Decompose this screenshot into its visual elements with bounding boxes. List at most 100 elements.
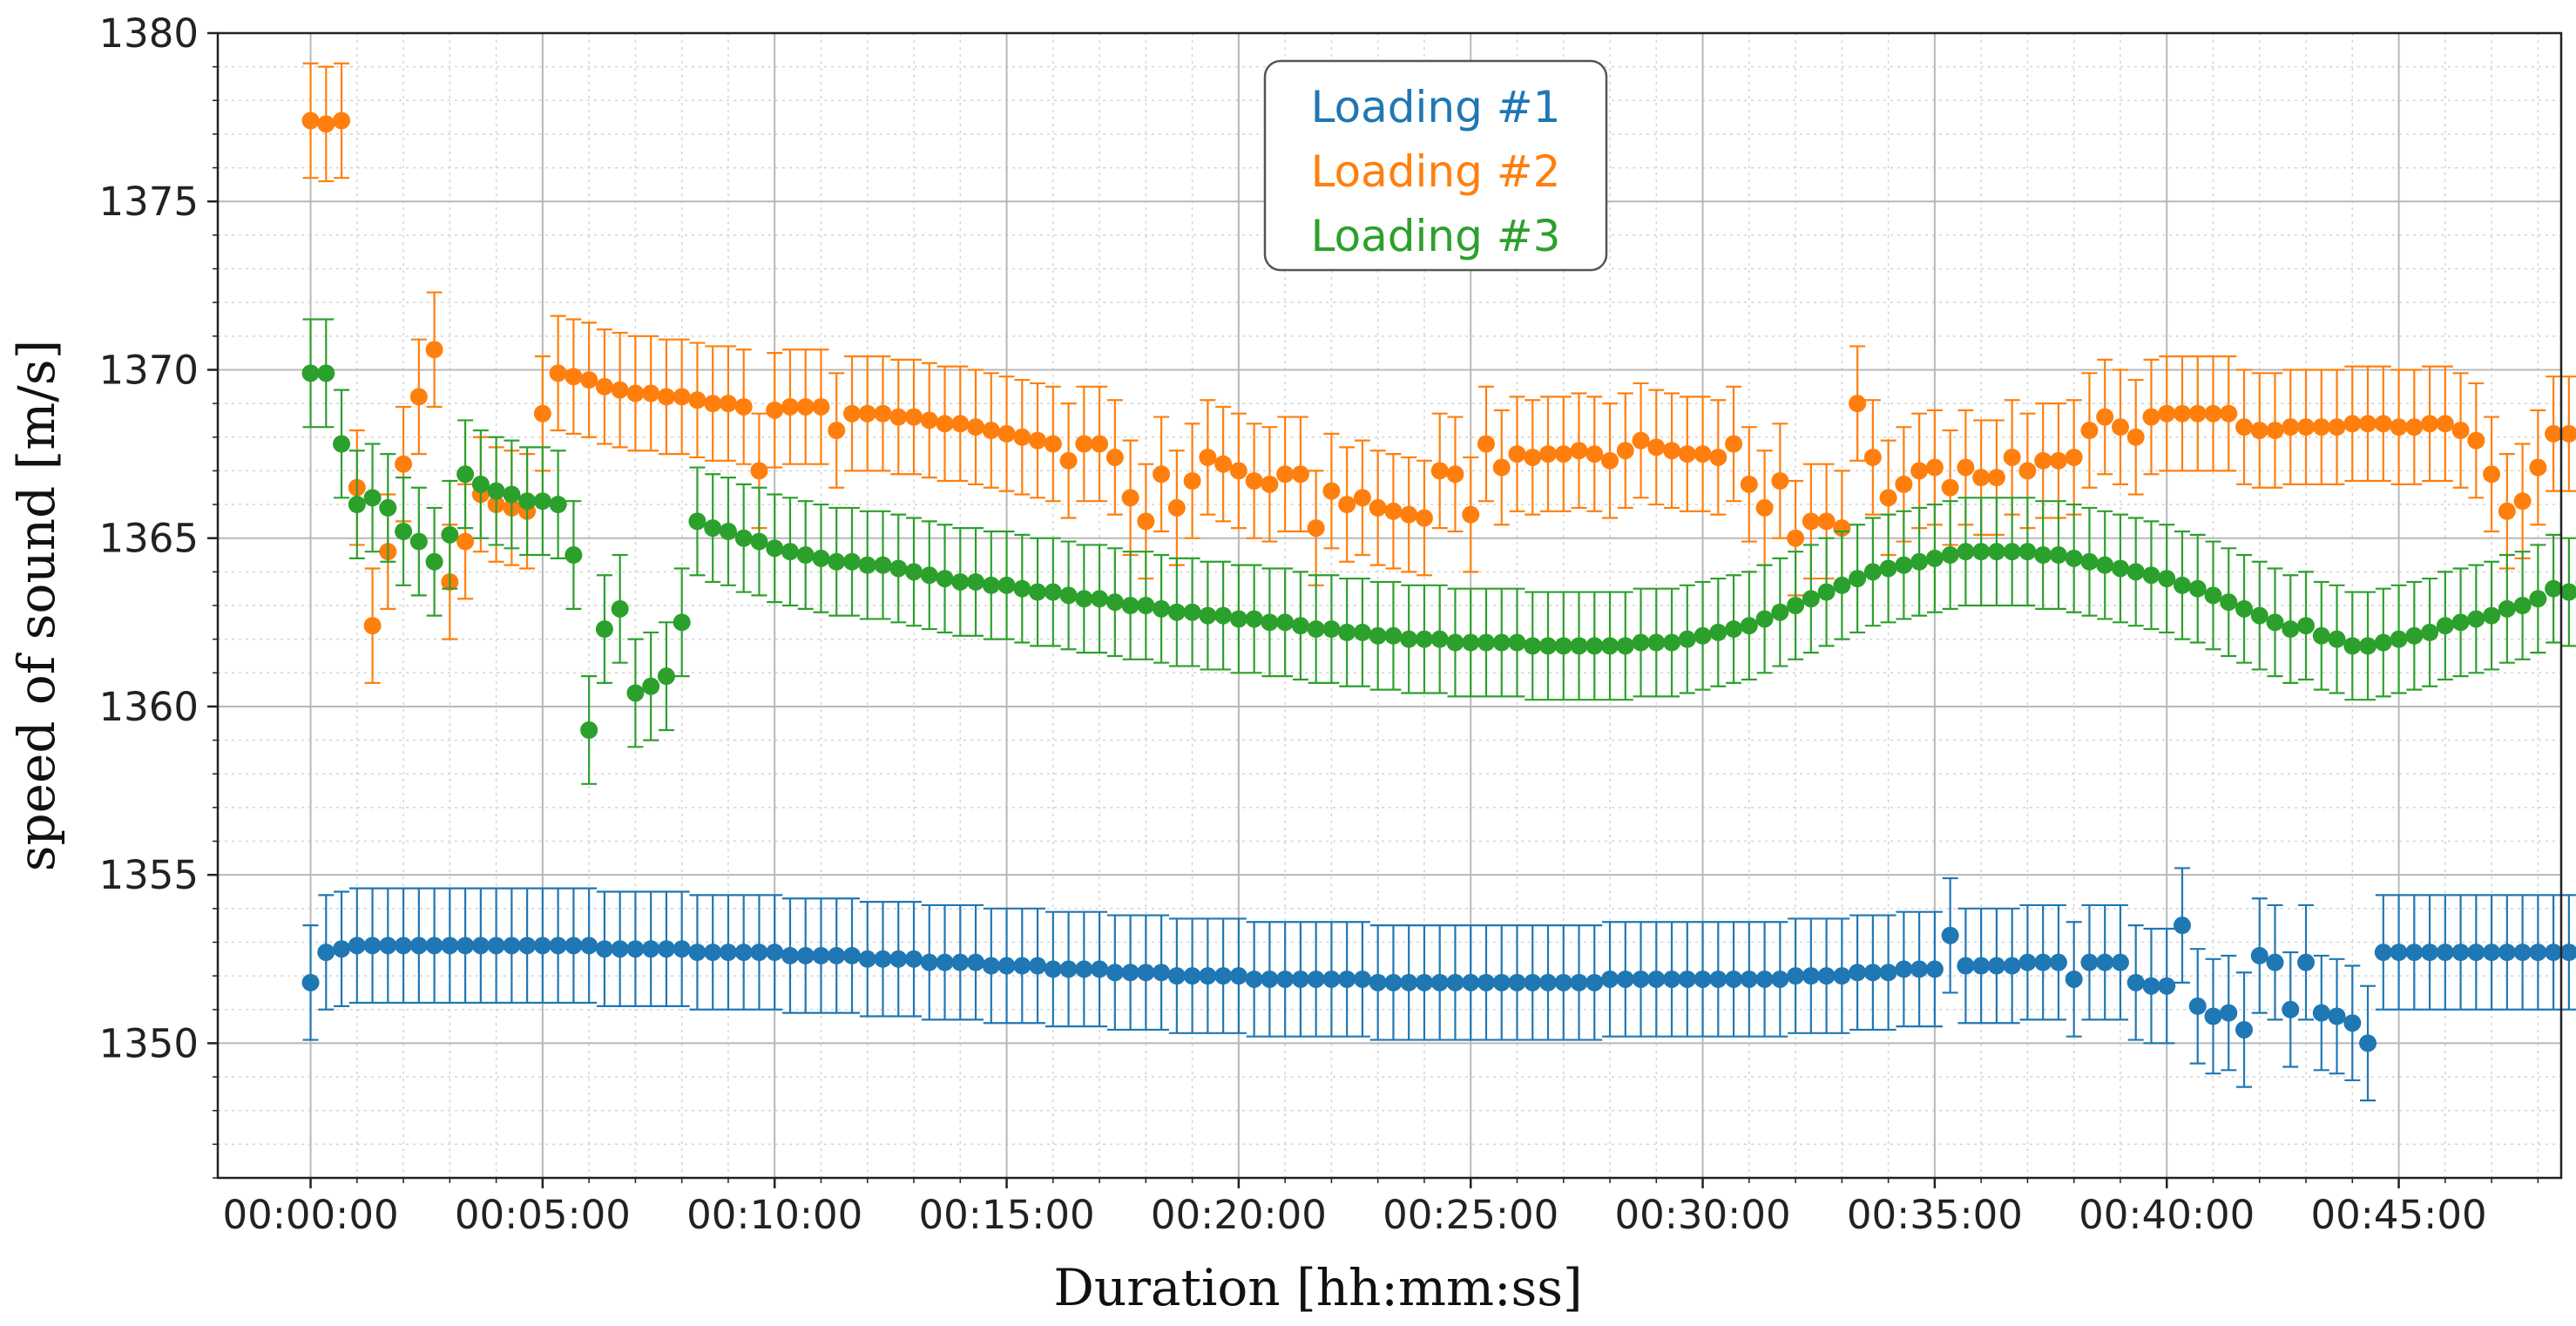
data-point <box>889 408 908 426</box>
data-point <box>2483 606 2501 625</box>
data-point <box>2049 546 2067 565</box>
data-point <box>2405 626 2424 645</box>
data-point <box>1430 973 1449 991</box>
data-point <box>425 552 443 571</box>
data-point <box>595 620 613 639</box>
data-point <box>2498 502 2516 520</box>
data-point <box>1601 637 1619 655</box>
data-point <box>1554 445 1572 463</box>
data-point <box>1105 448 1124 466</box>
data-point <box>1261 970 1279 988</box>
data-point <box>1477 973 1495 991</box>
data-point <box>1322 482 1341 500</box>
data-point <box>2545 579 2563 598</box>
data-point <box>2328 1007 2346 1025</box>
series-loading-2 <box>301 62 2576 684</box>
data-point <box>1538 637 1557 655</box>
data-point <box>2220 593 2238 612</box>
data-point <box>1941 926 1959 944</box>
data-point <box>1167 498 1186 517</box>
data-point <box>2328 418 2346 436</box>
data-point <box>626 684 645 702</box>
data-point <box>1153 964 1171 982</box>
data-point <box>2312 418 2330 436</box>
data-point <box>333 435 351 453</box>
data-point <box>2312 626 2330 645</box>
data-point <box>2451 613 2470 632</box>
data-point <box>395 937 413 955</box>
data-point <box>1369 973 1387 991</box>
data-point <box>425 937 443 955</box>
y-tick-label: 1380 <box>98 10 199 57</box>
data-point <box>1245 970 1263 988</box>
x-tick-label: 00:45:00 <box>2311 1192 2487 1238</box>
data-point <box>2359 415 2377 433</box>
data-point <box>611 599 629 618</box>
data-point <box>642 940 660 958</box>
data-point <box>1338 970 1356 988</box>
data-point <box>1214 967 1233 985</box>
data-point <box>750 532 768 551</box>
data-point <box>2188 997 2207 1015</box>
data-point <box>1415 973 1433 991</box>
data-point <box>1879 489 1897 507</box>
data-point <box>626 384 645 403</box>
data-point <box>1709 970 1727 988</box>
data-point <box>1183 472 1201 490</box>
data-point <box>409 937 428 955</box>
data-point <box>905 950 923 968</box>
x-tick-label: 00:25:00 <box>1383 1192 1558 1238</box>
y-tick-label: 1365 <box>98 516 199 562</box>
data-point <box>1167 603 1186 621</box>
data-point <box>1616 442 1634 460</box>
data-point <box>2421 415 2439 433</box>
data-point <box>2003 957 2021 975</box>
data-point <box>533 492 551 511</box>
data-point <box>2513 597 2532 614</box>
data-point <box>425 341 443 359</box>
x-tick-label: 00:20:00 <box>1151 1192 1327 1238</box>
data-point <box>1245 610 1263 628</box>
data-point <box>2111 418 2129 436</box>
data-point <box>1183 603 1201 621</box>
data-point <box>1199 448 1217 466</box>
data-point <box>936 415 954 433</box>
legend-entry-loading-2: Loading #2 <box>1311 146 1561 197</box>
data-point <box>997 957 1016 975</box>
data-point <box>1863 964 1882 982</box>
data-point <box>1833 576 1851 594</box>
data-point <box>2513 492 2532 511</box>
data-point <box>2421 944 2439 962</box>
data-point <box>379 498 397 517</box>
data-point <box>858 950 876 968</box>
data-point <box>2173 576 2191 594</box>
data-point <box>333 940 351 958</box>
data-point <box>317 115 335 133</box>
data-point <box>1430 630 1449 648</box>
data-point <box>1755 970 1774 988</box>
data-point <box>441 525 459 544</box>
data-point <box>1384 973 1403 991</box>
legend-entry-loading-3: Loading #3 <box>1311 211 1561 261</box>
data-point <box>1694 970 1712 988</box>
data-point <box>1570 973 1588 991</box>
data-point <box>518 937 537 955</box>
data-point <box>1616 637 1634 655</box>
data-point <box>2220 1004 2238 1022</box>
data-point <box>642 677 660 695</box>
data-point <box>580 371 598 389</box>
data-point <box>2204 404 2222 423</box>
data-point <box>905 563 923 581</box>
data-point <box>2559 424 2576 443</box>
data-point <box>1647 438 1666 457</box>
data-point <box>688 512 707 531</box>
data-point <box>2359 637 2377 655</box>
data-point <box>997 576 1016 594</box>
data-point <box>1895 475 1913 493</box>
legend: Loading #1 Loading #2 Loading #3 <box>1263 59 1608 272</box>
data-point <box>456 937 475 955</box>
data-point <box>967 418 985 436</box>
data-point <box>1524 448 1542 466</box>
data-point <box>1059 960 1078 978</box>
